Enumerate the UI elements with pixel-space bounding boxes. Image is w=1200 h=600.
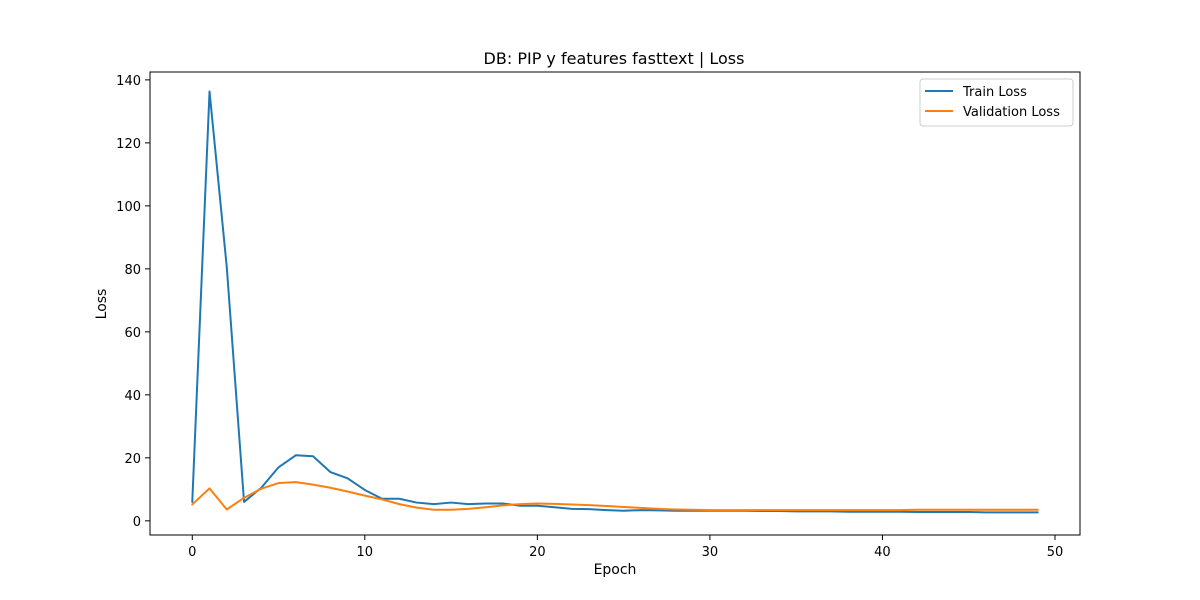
- y-axis-ticks: 0 20 40 60 80 100 120 140: [116, 74, 150, 530]
- y-tick-label: 0: [133, 515, 141, 530]
- y-tick-label: 80: [124, 263, 141, 278]
- y-tick-label: 40: [124, 389, 141, 404]
- y-axis-label: Loss: [94, 289, 110, 320]
- legend-label-validation-loss: Validation Loss: [963, 105, 1060, 120]
- x-tick-label: 0: [188, 545, 196, 560]
- y-tick-label: 60: [124, 326, 141, 341]
- x-tick-label: 20: [529, 545, 546, 560]
- y-tick-label: 100: [116, 200, 141, 215]
- x-tick-label: 30: [702, 545, 719, 560]
- x-tick-label: 10: [357, 545, 374, 560]
- legend-box: [919, 78, 1074, 127]
- series-line-validation-loss: [191, 481, 1039, 512]
- x-axis-ticks: 0 10 20 30 40 50: [188, 535, 1063, 560]
- x-tick-label: 40: [874, 545, 891, 560]
- chart-title: DB: PIP y features fasttext | Loss: [484, 49, 745, 68]
- x-tick-label: 50: [1047, 545, 1064, 560]
- series-line-train-loss: [191, 90, 1039, 514]
- x-axis-label: Epoch: [594, 562, 637, 578]
- y-tick-label: 20: [124, 452, 141, 467]
- legend: Train Loss Validation Loss: [919, 78, 1074, 127]
- y-tick-label: 120: [116, 137, 141, 152]
- legend-label-train-loss: Train Loss: [962, 85, 1027, 100]
- series-layer: [191, 90, 1039, 514]
- y-tick-label: 140: [116, 74, 141, 89]
- plot-area-frame: [149, 71, 1081, 536]
